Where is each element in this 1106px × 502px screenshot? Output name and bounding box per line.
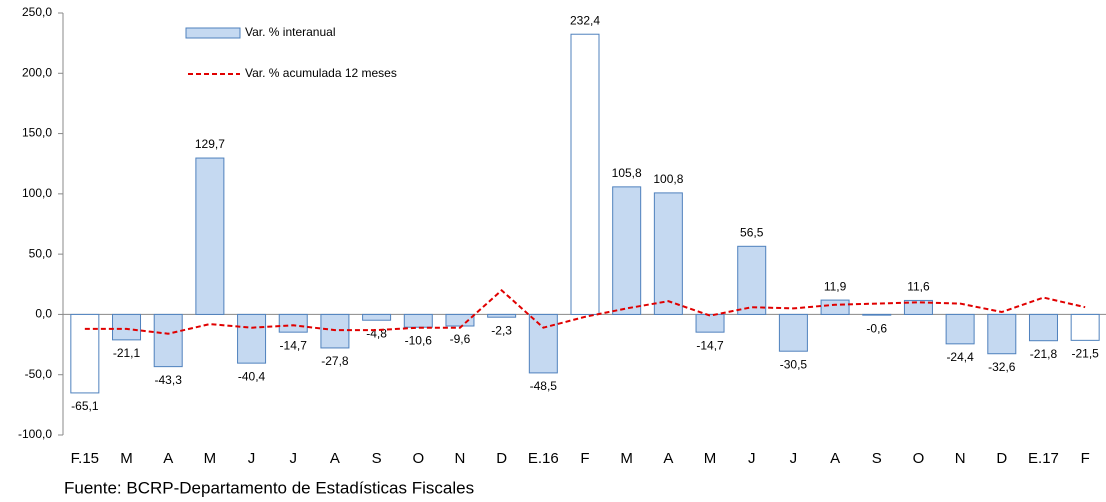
value-label: -21,8: [1030, 347, 1058, 361]
value-label: 129,7: [195, 137, 225, 151]
y-tick-label: 150,0: [22, 126, 52, 140]
x-tick-label: E.16: [528, 450, 559, 467]
x-tick-label: E.17: [1028, 450, 1059, 467]
y-tick-label: -100,0: [18, 427, 52, 441]
bar: [237, 313, 267, 364]
x-tick-label: M: [120, 450, 133, 467]
bar: [528, 313, 558, 374]
value-label: -0,6: [866, 321, 887, 335]
bar: [362, 313, 392, 321]
y-tick-label: 0,0: [35, 307, 52, 321]
value-label: 232,4: [570, 13, 600, 27]
y-tick-label: -50,0: [25, 367, 53, 381]
bar: [320, 313, 350, 349]
bar: [70, 313, 100, 394]
bar: [987, 313, 1017, 355]
bar: [278, 313, 308, 333]
value-label: 11,6: [907, 280, 930, 294]
x-tick-label: O: [913, 450, 925, 467]
x-tick-label: D: [496, 450, 507, 467]
value-label: -10,6: [405, 333, 433, 347]
x-tick-label: A: [330, 450, 340, 467]
x-tick-label: N: [955, 450, 966, 467]
bar: [862, 313, 892, 316]
bar: [695, 313, 725, 333]
value-label: 56,5: [740, 225, 764, 239]
value-label: -4,8: [366, 326, 387, 340]
value-label: 105,8: [612, 166, 642, 180]
value-label: -21,5: [1071, 347, 1099, 361]
value-label: -65,1: [71, 399, 99, 413]
value-label: -24,4: [946, 350, 974, 364]
x-tick-label: F: [1081, 450, 1090, 467]
x-tick-label: M: [204, 450, 217, 467]
bar: [570, 33, 600, 315]
legend-label: Var. % acumulada 12 meses: [245, 66, 397, 80]
y-tick-label: 200,0: [22, 65, 52, 79]
value-label: 11,9: [824, 279, 847, 293]
line: [84, 288, 1086, 335]
y-tick-label: 100,0: [22, 186, 52, 200]
x-tick-label: O: [412, 450, 424, 467]
x-tick-label: S: [372, 450, 382, 467]
x-tick-label: J: [748, 450, 756, 467]
value-label: -48,5: [530, 379, 558, 393]
value-label: -14,7: [280, 338, 308, 352]
legend-swatch: [185, 27, 241, 39]
x-tick-label: F.15: [71, 450, 99, 467]
y-tick-label: 50,0: [29, 246, 53, 260]
x-tick-label: D: [996, 450, 1007, 467]
value-label: -14,7: [696, 338, 724, 352]
value-label: -27,8: [321, 354, 349, 368]
x-tick-label: A: [663, 450, 673, 467]
x-tick-label: J: [790, 450, 798, 467]
value-label: -30,5: [780, 357, 808, 371]
bar: [487, 313, 517, 318]
x-tick-label: F: [580, 450, 589, 467]
bar: [1028, 313, 1058, 342]
x-tick-label: N: [455, 450, 466, 467]
x-tick-label: J: [248, 450, 256, 467]
bar: [820, 299, 850, 315]
value-label: -21,1: [113, 346, 141, 360]
x-tick-label: M: [704, 450, 717, 467]
x-tick-label: A: [830, 450, 840, 467]
footnote: Fuente: BCRP-Departamento de Estadística…: [64, 478, 474, 497]
x-tick-label: J: [289, 450, 297, 467]
x-tick-label: A: [163, 450, 173, 467]
bar: [112, 313, 142, 341]
value-label: 100,8: [653, 172, 683, 186]
bar: [903, 299, 933, 315]
bar: [653, 192, 683, 315]
bar: [195, 157, 225, 315]
x-tick-label: M: [620, 450, 633, 467]
bar: [778, 313, 808, 352]
bar: [737, 245, 767, 315]
value-label: -43,3: [155, 373, 183, 387]
value-label: -32,6: [988, 360, 1016, 374]
bar: [945, 313, 975, 345]
bar: [1070, 313, 1100, 341]
value-label: -2,3: [491, 323, 512, 337]
x-tick-label: S: [872, 450, 882, 467]
value-label: -9,6: [450, 332, 471, 346]
bar: [153, 313, 183, 368]
bar: [445, 313, 475, 327]
value-label: -40,4: [238, 369, 266, 383]
bar: [403, 313, 433, 328]
legend-label: Var. % interanual: [245, 25, 336, 39]
y-tick-label: 250,0: [22, 5, 52, 19]
bar: [612, 186, 642, 315]
